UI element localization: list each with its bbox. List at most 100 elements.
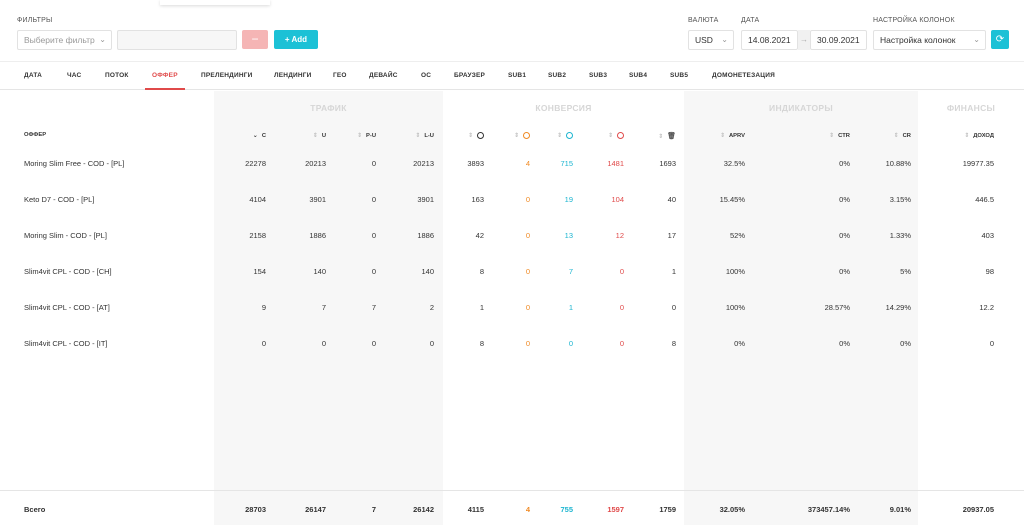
col-cr[interactable]: ⇕ CR bbox=[866, 132, 911, 139]
indicators-group-header: ИНДИКАТОРЫ bbox=[769, 103, 833, 113]
tab-sub5[interactable]: SUB5 bbox=[670, 72, 689, 79]
columns-setting-select[interactable]: Настройка колонок ⌄ bbox=[873, 30, 986, 50]
cell-income: 0 bbox=[989, 339, 994, 348]
tab-geo[interactable]: ГЕО bbox=[333, 72, 347, 79]
cell-conv-rejected: 0 bbox=[619, 303, 624, 312]
columns-setting-value: Настройка колонок bbox=[880, 35, 956, 45]
filter-select[interactable]: Выберите фильтр ⌄ bbox=[17, 30, 112, 50]
refresh-icon: ⟳ bbox=[995, 34, 1005, 45]
cell-offer: Slim4vit CPL - COD - [AT] bbox=[24, 303, 110, 312]
cell-income: 403 bbox=[981, 231, 994, 240]
trash-icon: 🗑 bbox=[667, 133, 676, 140]
col-ctr[interactable]: ⇕ CTR bbox=[805, 132, 850, 139]
cell-aprv: 32.05% bbox=[719, 505, 745, 514]
tab-offer[interactable]: ОФФЕР bbox=[152, 72, 178, 79]
tab-sub3[interactable]: SUB3 bbox=[589, 72, 608, 79]
tab-date[interactable]: ДАТА bbox=[24, 72, 43, 79]
circle-icon bbox=[477, 132, 484, 139]
col-ctr-label: CTR bbox=[838, 133, 850, 139]
tab-sub4[interactable]: SUB4 bbox=[629, 72, 648, 79]
tab-landings[interactable]: ЛЕНДИНГИ bbox=[274, 72, 312, 79]
cell-lu: 0 bbox=[429, 339, 434, 348]
cell-income: 20937.05 bbox=[962, 505, 994, 514]
cell-conv-approved: 1 bbox=[568, 303, 573, 312]
currency-value: USD bbox=[695, 35, 713, 45]
cell-lu: 3901 bbox=[417, 195, 434, 204]
cell-conv-all: 163 bbox=[471, 195, 484, 204]
cell-ctr: 28.57% bbox=[824, 303, 850, 312]
cell-aprv: 32.5% bbox=[723, 159, 745, 168]
col-conv-trash[interactable]: ⇕ 🗑 bbox=[640, 132, 676, 140]
cell-pu: 7 bbox=[371, 505, 376, 514]
col-pu[interactable]: ⇕ P-U bbox=[340, 132, 376, 139]
cell-clicks: 2158 bbox=[249, 231, 266, 240]
remove-filter-button[interactable]: − bbox=[242, 30, 268, 49]
tab-browser[interactable]: БРАУЗЕР bbox=[454, 72, 486, 79]
report-tabs: ДАТА ЧАС ПОТОК ОФФЕР ПРЕЛЕНДИНГИ ЛЕНДИНГ… bbox=[0, 64, 1024, 90]
cell-conv-trash: 40 bbox=[667, 195, 676, 204]
tab-sub1[interactable]: SUB1 bbox=[508, 72, 527, 79]
conversion-group-header: КОНВЕРСИЯ bbox=[535, 103, 592, 113]
col-unique[interactable]: ⇕ U bbox=[290, 132, 326, 139]
cell-clicks: 154 bbox=[253, 267, 266, 276]
filters-label: ФИЛЬТРЫ bbox=[17, 17, 53, 24]
cell-conv-trash: 8 bbox=[671, 339, 676, 348]
col-aprv[interactable]: ⇕ APRV bbox=[700, 132, 745, 139]
chevron-down-icon: ⌄ bbox=[99, 35, 106, 44]
col-conv-all[interactable]: ⇕ bbox=[448, 132, 484, 139]
filter-value-input[interactable] bbox=[117, 30, 237, 50]
currency-select[interactable]: USD ⌄ bbox=[688, 30, 734, 50]
cell-unique: 7 bbox=[321, 303, 326, 312]
col-cr-label: CR bbox=[902, 133, 911, 139]
col-offer[interactable]: ОФФЕР bbox=[24, 132, 47, 138]
col-conv-hold[interactable]: ⇕ bbox=[494, 132, 530, 139]
sort-icon: ⇕ bbox=[467, 133, 473, 140]
tab-device[interactable]: ДЕВАЙС bbox=[369, 72, 398, 79]
col-income-label: ДОХОД bbox=[973, 133, 994, 139]
tab-stream[interactable]: ПОТОК bbox=[105, 72, 129, 79]
cell-lu: 2 bbox=[429, 303, 434, 312]
traffic-group-header: ТРАФИК bbox=[310, 103, 347, 113]
col-lu[interactable]: ⇕ L-U bbox=[398, 132, 434, 139]
cell-conv-rejected: 12 bbox=[615, 231, 624, 240]
tab-os[interactable]: ОС bbox=[421, 72, 432, 79]
cell-conv-hold: 0 bbox=[525, 303, 530, 312]
cell-clicks: 22278 bbox=[245, 159, 266, 168]
cell-clicks: 28703 bbox=[245, 505, 266, 514]
cell-income: 12.2 bbox=[979, 303, 994, 312]
cell-ctr: 373457.14% bbox=[807, 505, 850, 514]
active-tab-indicator bbox=[145, 88, 185, 90]
cell-conv-rejected: 0 bbox=[619, 267, 624, 276]
cell-unique: 3901 bbox=[309, 195, 326, 204]
tab-hour[interactable]: ЧАС bbox=[67, 72, 82, 79]
date-from-input[interactable]: 14.08.2021 bbox=[741, 30, 798, 50]
date-to-input[interactable]: 30.09.2021 bbox=[810, 30, 867, 50]
add-filter-button[interactable]: + Add bbox=[274, 30, 318, 49]
cell-conv-approved: 13 bbox=[564, 231, 573, 240]
refresh-button[interactable]: ⟳ bbox=[991, 30, 1009, 49]
cell-conv-all: 42 bbox=[475, 231, 484, 240]
col-conv-approved[interactable]: ⇕ bbox=[537, 132, 573, 139]
sort-desc-icon: ⌄ bbox=[252, 133, 258, 139]
col-income[interactable]: ⇕ ДОХОД bbox=[934, 132, 994, 139]
col-conv-rejected[interactable]: ⇕ bbox=[588, 132, 624, 139]
chevron-down-icon: ⌄ bbox=[973, 35, 980, 44]
tab-sub2[interactable]: SUB2 bbox=[548, 72, 567, 79]
cell-unique: 140 bbox=[313, 267, 326, 276]
tab-prelandings[interactable]: ПРЕЛЕНДИНГИ bbox=[201, 72, 253, 79]
col-unique-label: U bbox=[321, 133, 326, 139]
tab-monetization[interactable]: ДОМОНЕТЕЗАЦИЯ bbox=[712, 72, 775, 79]
cell-cr: 10.88% bbox=[885, 159, 911, 168]
cell-clicks: 0 bbox=[261, 339, 266, 348]
cell-aprv: 52% bbox=[729, 231, 745, 240]
col-clicks[interactable]: ⌄ C bbox=[230, 132, 266, 139]
col-aprv-label: APRV bbox=[728, 133, 745, 139]
sort-icon: ⇕ bbox=[415, 133, 421, 139]
filter-select-placeholder: Выберите фильтр bbox=[24, 35, 95, 45]
cell-aprv: 15.45% bbox=[719, 195, 745, 204]
cell-offer: Moring Slim Free - COD - [PL] bbox=[24, 159, 125, 168]
sort-icon: ⇕ bbox=[556, 133, 562, 140]
cell-pu: 0 bbox=[371, 339, 376, 348]
col-pu-label: P-U bbox=[366, 133, 376, 139]
sort-icon: ⇕ bbox=[829, 133, 835, 139]
